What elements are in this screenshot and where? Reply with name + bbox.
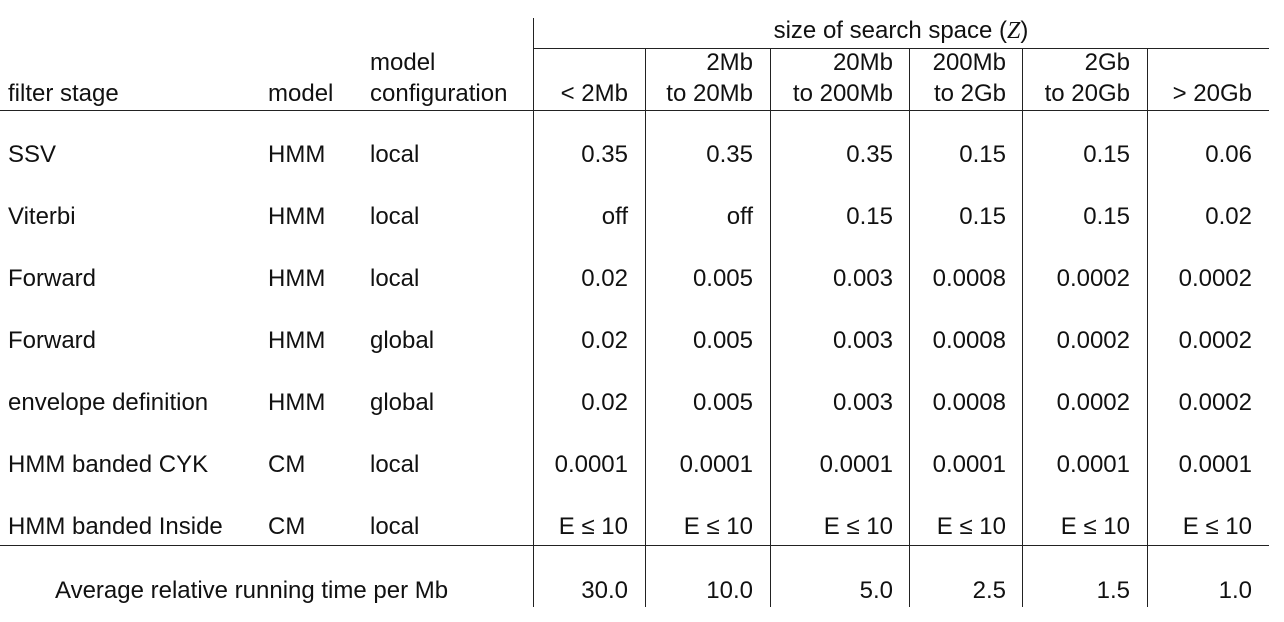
row-7-config: local	[370, 513, 420, 540]
row-6-config: local	[370, 451, 420, 478]
row-3-model: HMM	[268, 265, 326, 292]
row-1-threshold-1: 0.35	[581, 141, 628, 168]
row-2-threshold-6: 0.02	[1205, 203, 1252, 230]
row-5-threshold-2: 0.005	[692, 389, 753, 416]
column-divider-5	[1147, 48, 1148, 607]
row-1-filter-stage: SSV	[8, 141, 57, 168]
row-2-filter-stage: Viterbi	[8, 203, 76, 230]
column-divider-1	[645, 48, 646, 607]
group-header-rule	[533, 48, 1269, 49]
row-3-threshold-2: 0.005	[692, 265, 753, 292]
size-header-5-line1: 2Gb	[1084, 49, 1130, 76]
body-bottom-rule	[0, 545, 1269, 546]
footer-value-6: 1.0	[1218, 577, 1252, 604]
row-3-threshold-5: 0.0002	[1056, 265, 1130, 292]
row-6-threshold-3: 0.0001	[819, 451, 893, 478]
row-7-threshold-1: E ≤ 10	[558, 513, 628, 540]
size-header-6-line2: > 20Gb	[1172, 80, 1252, 107]
row-2-threshold-3: 0.15	[846, 203, 893, 230]
footer-value-3: 5.0	[859, 577, 893, 604]
row-1-threshold-6: 0.06	[1205, 141, 1252, 168]
row-6-filter-stage: HMM banded CYK	[8, 451, 209, 478]
row-3-filter-stage: Forward	[8, 265, 97, 292]
row-6-model: CM	[268, 451, 306, 478]
row-5-threshold-4: 0.0008	[932, 389, 1006, 416]
row-7-model: CM	[268, 513, 306, 540]
model-header: model	[268, 80, 334, 107]
row-3-threshold-1: 0.02	[581, 265, 628, 292]
row-4-filter-stage: Forward	[8, 327, 97, 354]
row-4-threshold-1: 0.02	[581, 327, 628, 354]
row-6-threshold-4: 0.0001	[932, 451, 1006, 478]
size-header-1-line2: < 2Mb	[560, 80, 628, 107]
search-space-group-header: size of search space (Z)	[773, 17, 1029, 44]
row-3-threshold-3: 0.003	[832, 265, 893, 292]
filter-stage-header: filter stage	[8, 80, 119, 107]
row-1-threshold-5: 0.15	[1083, 141, 1130, 168]
row-3-threshold-4: 0.0008	[932, 265, 1006, 292]
row-4-threshold-6: 0.0002	[1178, 327, 1252, 354]
row-5-threshold-6: 0.0002	[1178, 389, 1252, 416]
footer-value-2: 10.0	[706, 577, 753, 604]
row-7-threshold-6: E ≤ 10	[1182, 513, 1252, 540]
row-5-config: global	[370, 389, 435, 416]
row-5-threshold-1: 0.02	[581, 389, 628, 416]
row-2-model: HMM	[268, 203, 326, 230]
row-1-config: local	[370, 141, 420, 168]
row-7-threshold-3: E ≤ 10	[823, 513, 893, 540]
row-4-threshold-2: 0.005	[692, 327, 753, 354]
footer-value-1: 30.0	[581, 577, 628, 604]
row-2-config: local	[370, 203, 420, 230]
column-divider-4	[1022, 48, 1023, 607]
row-5-threshold-3: 0.003	[832, 389, 893, 416]
size-header-4-line1: 200Mb	[932, 49, 1006, 76]
row-7-threshold-2: E ≤ 10	[683, 513, 753, 540]
size-header-2-line1: 2Mb	[706, 49, 753, 76]
column-divider-3	[909, 48, 910, 607]
model-config-header-line1: model	[370, 49, 436, 76]
footer-value-4: 2.5	[972, 577, 1006, 604]
size-header-3-line2: to 200Mb	[792, 80, 893, 107]
row-2-threshold-5: 0.15	[1083, 203, 1130, 230]
row-3-threshold-6: 0.0002	[1178, 265, 1252, 292]
model-config-header-line2: configuration	[370, 80, 508, 107]
row-4-threshold-3: 0.003	[832, 327, 893, 354]
row-5-model: HMM	[268, 389, 326, 416]
row-2-threshold-2: off	[726, 203, 753, 230]
row-7-threshold-5: E ≤ 10	[1060, 513, 1130, 540]
row-2-threshold-4: 0.15	[959, 203, 1006, 230]
footer-label: Average relative running time per Mb	[55, 577, 449, 604]
row-5-threshold-5: 0.0002	[1056, 389, 1130, 416]
row-6-threshold-5: 0.0001	[1056, 451, 1130, 478]
row-7-threshold-4: E ≤ 10	[936, 513, 1006, 540]
header-bottom-rule	[0, 110, 1269, 111]
row-7-filter-stage: HMM banded Inside	[8, 513, 223, 540]
column-divider-config	[533, 18, 534, 607]
row-3-config: local	[370, 265, 420, 292]
row-6-threshold-1: 0.0001	[554, 451, 628, 478]
row-2-threshold-1: off	[601, 203, 628, 230]
size-header-3-line1: 20Mb	[832, 49, 893, 76]
column-divider-2	[770, 48, 771, 607]
size-header-4-line2: to 2Gb	[933, 80, 1006, 107]
row-4-threshold-4: 0.0008	[932, 327, 1006, 354]
row-4-threshold-5: 0.0002	[1056, 327, 1130, 354]
row-1-threshold-3: 0.35	[846, 141, 893, 168]
row-4-model: HMM	[268, 327, 326, 354]
row-5-filter-stage: envelope definition	[8, 389, 209, 416]
footer-value-5: 1.5	[1096, 577, 1130, 604]
row-1-threshold-2: 0.35	[706, 141, 753, 168]
row-1-threshold-4: 0.15	[959, 141, 1006, 168]
row-6-threshold-6: 0.0001	[1178, 451, 1252, 478]
size-header-5-line2: to 20Gb	[1044, 80, 1130, 107]
size-header-2-line2: to 20Mb	[666, 80, 753, 107]
row-6-threshold-2: 0.0001	[679, 451, 753, 478]
row-1-model: HMM	[268, 141, 326, 168]
row-4-config: global	[370, 327, 435, 354]
